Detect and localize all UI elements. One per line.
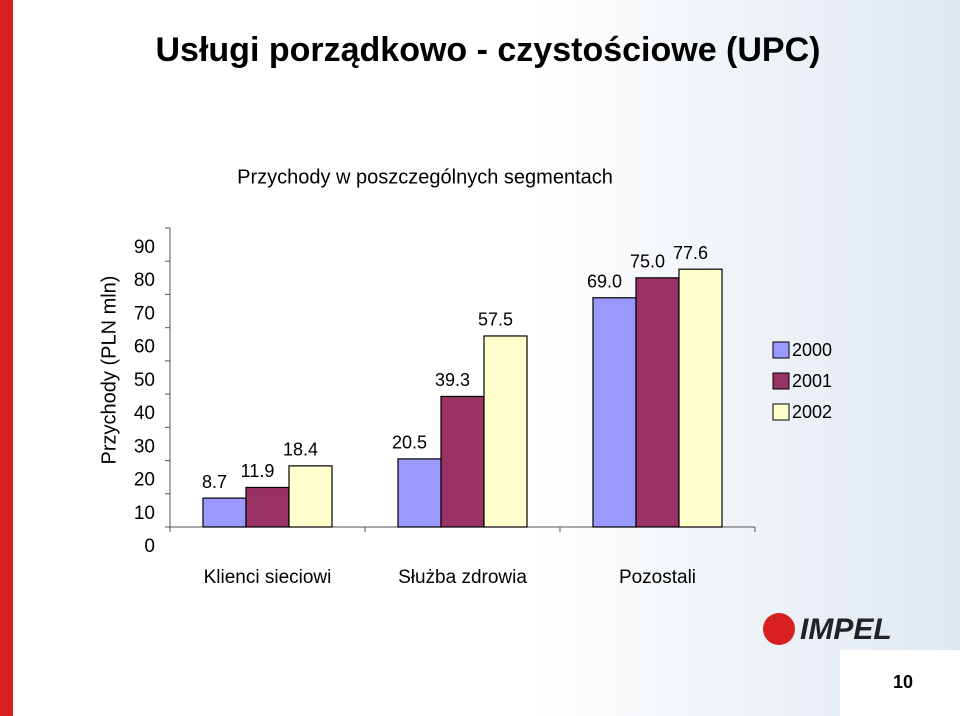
legend-label: 2000: [792, 340, 832, 360]
y-axis-label: Przychody (PLN mln): [98, 276, 120, 465]
y-tick-label: 80: [134, 270, 155, 291]
x-tick-label: Służba zdrowia: [398, 567, 527, 588]
y-tick-label: 40: [134, 403, 155, 424]
legend-label: 2001: [792, 371, 832, 391]
bar: [397, 458, 442, 528]
x-tick-label: Pozostali: [619, 567, 696, 588]
y-tick-label: 30: [134, 436, 155, 457]
legend-swatch: [772, 341, 790, 359]
y-tick-label: 10: [134, 503, 155, 524]
y-tick-label: 0: [144, 536, 155, 557]
value-label: 20.5: [392, 433, 427, 453]
bar: [678, 268, 723, 528]
y-tick-label: 20: [134, 470, 155, 491]
legend-label: 2002: [792, 402, 832, 422]
value-label: 77.6: [673, 243, 708, 263]
bar: [202, 497, 247, 528]
page-number: 10: [893, 672, 913, 692]
y-tick-label: 50: [134, 370, 155, 391]
page-number-box: [840, 650, 960, 716]
y-tick-label: 90: [134, 237, 155, 258]
y-tick-label: 60: [134, 337, 155, 358]
logo-text: IMPEL: [800, 613, 892, 646]
value-label: 18.4: [283, 440, 318, 460]
bar: [440, 395, 485, 528]
value-label: 57.5: [478, 310, 513, 330]
bar: [245, 486, 290, 528]
legend-swatch: [772, 403, 790, 421]
value-label: 69.0: [587, 272, 622, 292]
value-label: 75.0: [630, 252, 665, 272]
logo: IMPEL: [763, 613, 892, 646]
value-label: 8.7: [202, 472, 227, 492]
bar: [635, 277, 680, 528]
bar: [592, 297, 637, 528]
slide-title: Usługi porządkowo - czystościowe (UPC): [156, 31, 821, 69]
logo-mark: [763, 613, 795, 645]
chart-subtitle: Przychody w poszczególnych segmentach: [237, 166, 613, 188]
y-tick-label: 70: [134, 303, 155, 324]
side-bar: [0, 0, 13, 716]
bar: [483, 335, 528, 528]
x-tick-label: Klienci sieciowi: [204, 567, 332, 588]
value-label: 11.9: [241, 461, 275, 481]
legend-swatch: [772, 372, 790, 390]
value-label: 39.3: [435, 370, 470, 390]
bar: [288, 465, 333, 528]
